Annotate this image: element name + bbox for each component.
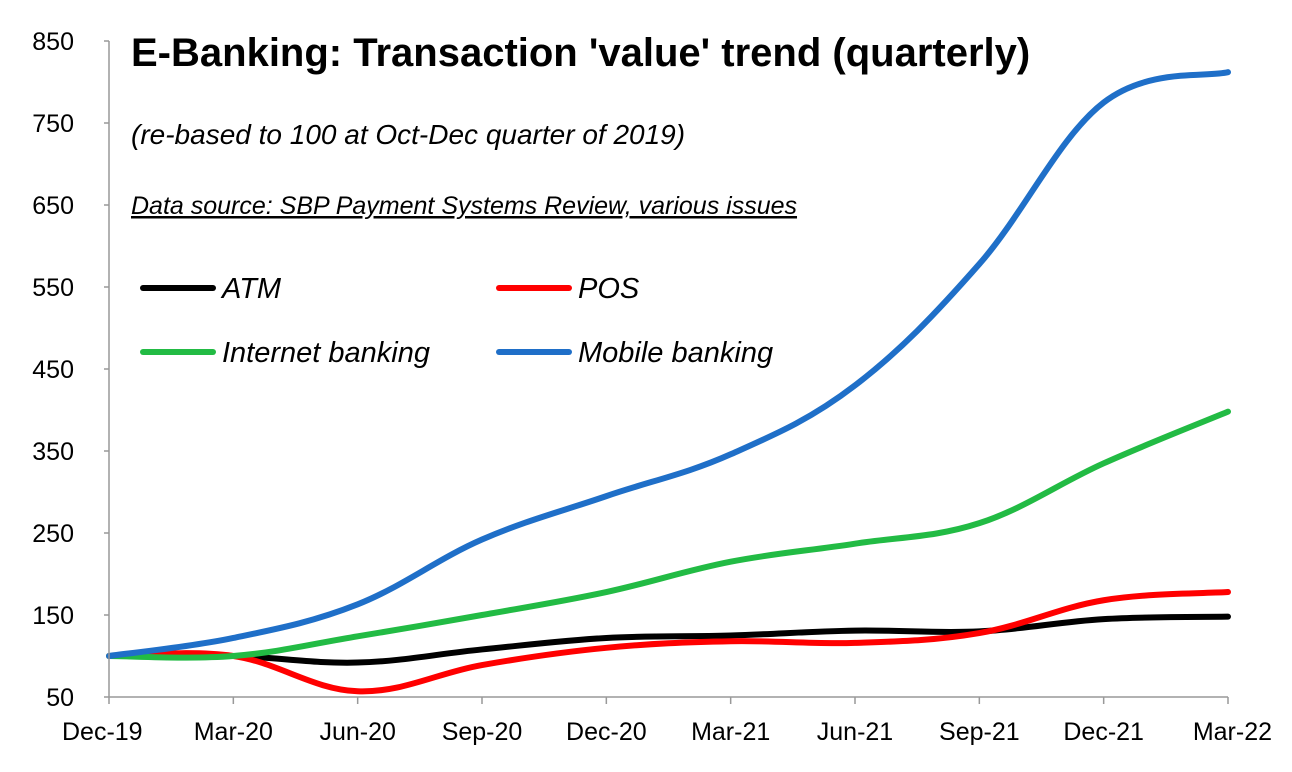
x-tick-label: Mar-21 (691, 718, 770, 746)
legend: ATM POS Internet banking Mobile banking (140, 273, 773, 369)
legend-label-mobile-banking: Mobile banking (578, 337, 773, 369)
x-tick-label: Jun-20 (319, 718, 395, 746)
x-tick-label: Jun-21 (817, 718, 893, 746)
y-tick-label: 150 (32, 602, 74, 630)
x-tick-label: Dec-19 (62, 718, 143, 746)
x-tick-label: Mar-22 (1193, 718, 1272, 746)
y-tick-label: 50 (46, 684, 74, 712)
y-tick-label: 450 (32, 356, 74, 384)
series-line-atm (106, 613, 1231, 666)
x-tick-label: Dec-21 (1063, 718, 1144, 746)
y-tick-label: 850 (32, 28, 74, 56)
axis-layer: 50 150 250 350 450 550 650 750 850 Dec-19 Mar-20 Ju… (32, 28, 1272, 746)
series-layer (106, 69, 1231, 695)
series-line-mobile-banking (106, 69, 1231, 659)
x-tick-label: Dec-20 (566, 718, 647, 746)
legend-label-atm: ATM (220, 273, 282, 305)
x-tick-label: Mar-20 (194, 718, 273, 746)
y-tick-label: 350 (32, 438, 74, 466)
y-tick-label: 750 (32, 110, 74, 138)
y-tick-label: 250 (32, 520, 74, 548)
y-tick-label: 650 (32, 192, 74, 220)
legend-label-pos: POS (578, 273, 640, 305)
chart-subtitle: (re-based to 100 at Oct-Dec quarter of 2… (131, 119, 685, 150)
x-tick-label: Sep-21 (939, 718, 1020, 746)
series-line-pos (106, 589, 1231, 695)
data-source-note: Data source: SBP Payment Systems Review,… (131, 192, 797, 220)
y-tick-label: 550 (32, 274, 74, 302)
chart-title: E-Banking: Transaction 'value' trend (qu… (131, 31, 1030, 75)
legend-label-internet-banking: Internet banking (222, 337, 430, 369)
series-line-internet-banking (106, 408, 1231, 661)
x-tick-label: Sep-20 (442, 718, 523, 746)
